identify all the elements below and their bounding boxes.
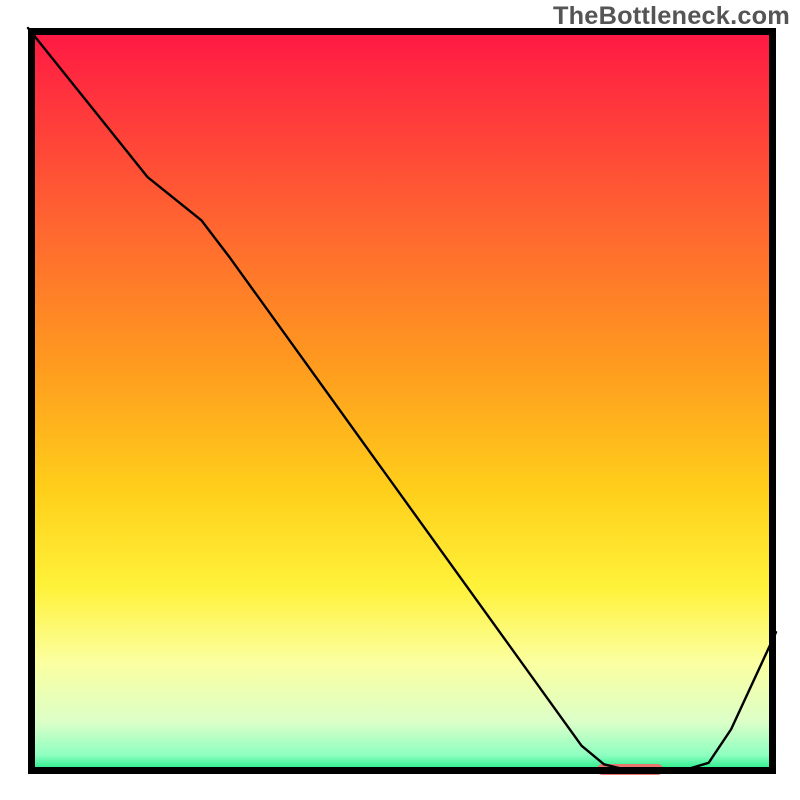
chart-canvas: TheBottleneck.com	[0, 0, 800, 800]
watermark-text: TheBottleneck.com	[553, 2, 790, 31]
plot-border	[28, 28, 776, 774]
